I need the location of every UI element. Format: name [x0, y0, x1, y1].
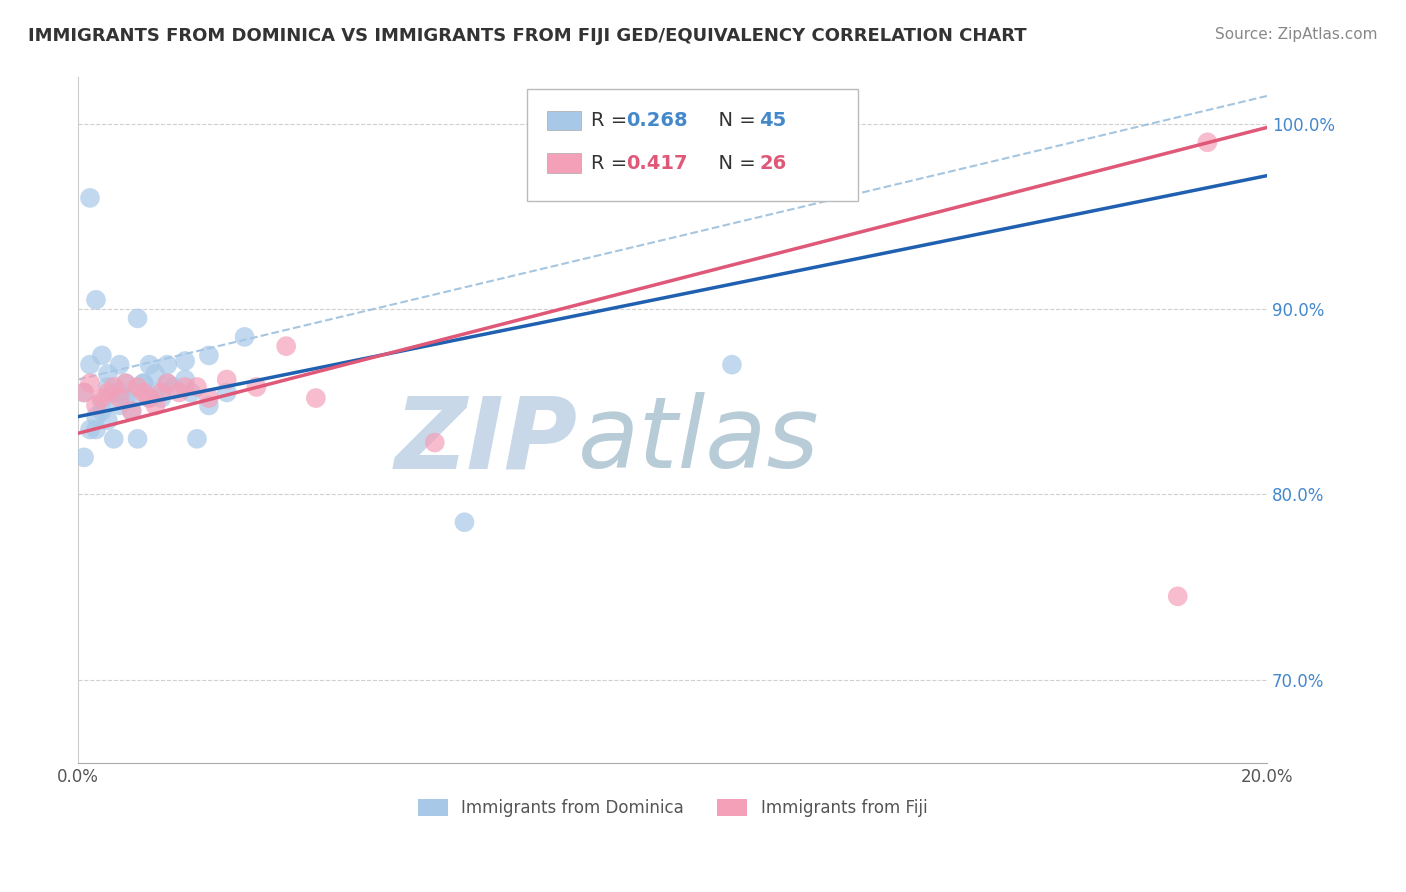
Point [215, 372, 238, 386]
Point [180, 385, 202, 400]
Text: N =: N = [706, 153, 762, 173]
Point [127, 380, 149, 394]
Point [90, 404, 112, 418]
Point [73, 450, 96, 465]
Point [150, 385, 173, 400]
Point [198, 348, 221, 362]
Point [186, 432, 208, 446]
Point [114, 376, 136, 391]
Point [84, 423, 107, 437]
Point [156, 376, 179, 391]
Point [84, 293, 107, 307]
Point [90, 348, 112, 362]
Point [145, 399, 167, 413]
Legend: Immigrants from Dominica, Immigrants from Fiji: Immigrants from Dominica, Immigrants fro… [411, 792, 934, 823]
Point [79, 191, 101, 205]
Point [138, 358, 160, 372]
Point [174, 380, 197, 394]
Point [103, 432, 125, 446]
Point [108, 391, 131, 405]
Point [90, 391, 112, 405]
Point [215, 385, 238, 400]
Point [108, 385, 131, 400]
Point [97, 380, 120, 394]
Point [103, 380, 125, 394]
Point [174, 354, 197, 368]
Point [79, 376, 101, 391]
Point [198, 399, 221, 413]
Point [132, 385, 155, 400]
Point [121, 391, 143, 405]
Point [150, 391, 173, 405]
Point [138, 391, 160, 405]
Point [453, 515, 475, 529]
Point [167, 385, 190, 400]
Point [73, 385, 96, 400]
Text: atlas: atlas [578, 392, 820, 490]
Point [90, 394, 112, 409]
Point [721, 358, 744, 372]
Text: R =: R = [591, 153, 633, 173]
Point [84, 409, 107, 424]
Point [156, 358, 179, 372]
Point [198, 391, 221, 405]
Point [132, 376, 155, 391]
Text: 0.268: 0.268 [626, 111, 688, 130]
Point [79, 358, 101, 372]
Point [121, 404, 143, 418]
Text: ZIP: ZIP [395, 392, 578, 490]
Point [79, 423, 101, 437]
Point [174, 372, 197, 386]
Point [245, 380, 267, 394]
Point [108, 399, 131, 413]
Point [121, 404, 143, 418]
Point [276, 339, 298, 353]
Point [162, 380, 184, 394]
Point [1167, 590, 1189, 604]
Text: Source: ZipAtlas.com: Source: ZipAtlas.com [1215, 27, 1378, 42]
Text: 45: 45 [759, 111, 786, 130]
Point [97, 385, 120, 400]
Point [103, 385, 125, 400]
Point [97, 367, 120, 381]
Point [145, 367, 167, 381]
Point [114, 376, 136, 391]
Point [156, 376, 179, 391]
Point [132, 376, 155, 391]
Point [108, 358, 131, 372]
Point [1197, 136, 1219, 150]
Point [145, 385, 167, 400]
Text: N =: N = [706, 111, 762, 130]
Text: 26: 26 [759, 153, 786, 173]
Point [114, 391, 136, 405]
Text: 0.417: 0.417 [626, 153, 688, 173]
Point [97, 413, 120, 427]
Point [138, 391, 160, 405]
Point [127, 311, 149, 326]
Point [84, 399, 107, 413]
Text: R =: R = [591, 111, 633, 130]
Text: IMMIGRANTS FROM DOMINICA VS IMMIGRANTS FROM FIJI GED/EQUIVALENCY CORRELATION CHA: IMMIGRANTS FROM DOMINICA VS IMMIGRANTS F… [28, 27, 1026, 45]
Point [423, 435, 446, 450]
Point [305, 391, 328, 405]
Point [73, 385, 96, 400]
Point [233, 330, 256, 344]
Point [127, 432, 149, 446]
Point [186, 380, 208, 394]
